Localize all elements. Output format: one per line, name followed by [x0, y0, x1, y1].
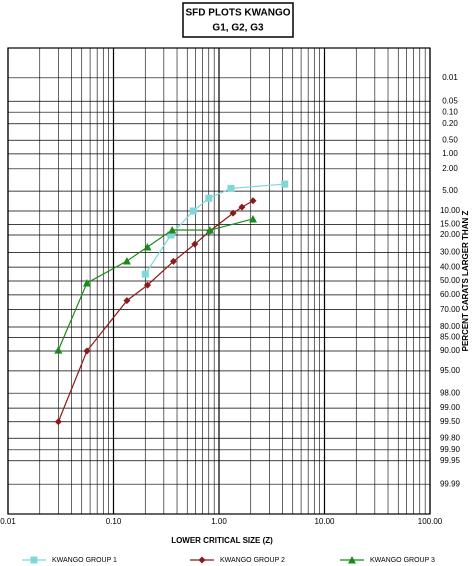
- marker: [54, 418, 62, 426]
- marker: [168, 225, 177, 234]
- legend-label: KWANGO GROUP 3: [370, 557, 435, 564]
- marker: [82, 279, 91, 287]
- y-tick-label: 99.00: [440, 403, 461, 412]
- marker: [248, 214, 257, 223]
- marker: [249, 197, 257, 205]
- marker: [83, 347, 91, 355]
- y-tick-label: 85.00: [440, 333, 461, 342]
- y-tick-label: 70.00: [440, 305, 461, 314]
- y-tick-label: 20.00: [440, 230, 461, 239]
- title-box: [182, 2, 294, 38]
- y-tick-label: 0.05: [442, 96, 458, 105]
- marker: [143, 243, 152, 251]
- marker: [205, 194, 213, 202]
- chart-title: SFD PLOTS KWANGO: [186, 8, 291, 19]
- y-tick-label: 99.90: [440, 445, 461, 454]
- y-tick-label: 0.10: [442, 107, 458, 116]
- y-tick-label: 2.00: [442, 164, 458, 173]
- y-tick-label: 99.50: [440, 417, 461, 426]
- y-axis-label: PERCENT CARATS LARGER THAN Z: [461, 211, 470, 352]
- plot-frame: [7, 47, 431, 515]
- y-tick-label: 60.00: [440, 290, 461, 299]
- y-tick-label: 95.00: [440, 366, 461, 375]
- y-tick-label: 80.00: [440, 322, 461, 331]
- y-tick-label: 30.00: [440, 247, 461, 256]
- marker: [229, 209, 237, 217]
- y-tick-label: 1.00: [442, 149, 458, 158]
- marker: [123, 297, 131, 305]
- marker: [167, 231, 175, 239]
- legend-label: KWANGO GROUP 2: [220, 557, 285, 564]
- y-tick-label: 50.00: [440, 276, 461, 285]
- y-tick-label: 15.00: [440, 219, 461, 228]
- marker: [198, 556, 206, 564]
- y-tick-label: 99.99: [440, 479, 461, 488]
- legend-label: KWANGO GROUP 1: [52, 557, 117, 564]
- x-tick-label: 1.00: [211, 517, 227, 526]
- marker: [141, 270, 149, 278]
- marker: [238, 203, 246, 211]
- y-tick-label: 40.00: [440, 262, 461, 271]
- x-axis-label: LOWER CRITICAL SIZE (Z): [171, 536, 273, 545]
- y-tick-label: 99.95: [440, 456, 461, 465]
- marker: [281, 180, 289, 188]
- y-tick-label: 10.00: [440, 206, 461, 215]
- series-line: [144, 183, 285, 275]
- marker: [189, 207, 197, 215]
- marker: [30, 556, 38, 564]
- x-tick-label: 0.10: [106, 517, 122, 526]
- y-tick-label: 0.20: [442, 119, 458, 128]
- y-tick-label: 99.80: [440, 433, 461, 442]
- y-tick-label: 98.00: [440, 388, 461, 397]
- x-tick-label: 10.00: [314, 517, 335, 526]
- y-tick-label: 0.50: [442, 135, 458, 144]
- marker: [54, 346, 63, 354]
- y-tick-label: 90.00: [440, 346, 461, 355]
- y-tick-label: 0.01: [442, 73, 458, 82]
- marker: [169, 257, 177, 265]
- series-line: [57, 200, 254, 422]
- marker: [348, 556, 356, 564]
- marker: [205, 226, 214, 234]
- x-tick-label: 100.00: [418, 517, 443, 526]
- marker: [227, 184, 235, 192]
- marker: [143, 281, 151, 289]
- chart-subtitle: G1, G2, G3: [212, 23, 264, 34]
- y-tick-label: 5.00: [442, 186, 458, 195]
- marker: [191, 240, 199, 248]
- marker: [122, 256, 131, 265]
- x-tick-label: 0.01: [0, 517, 16, 526]
